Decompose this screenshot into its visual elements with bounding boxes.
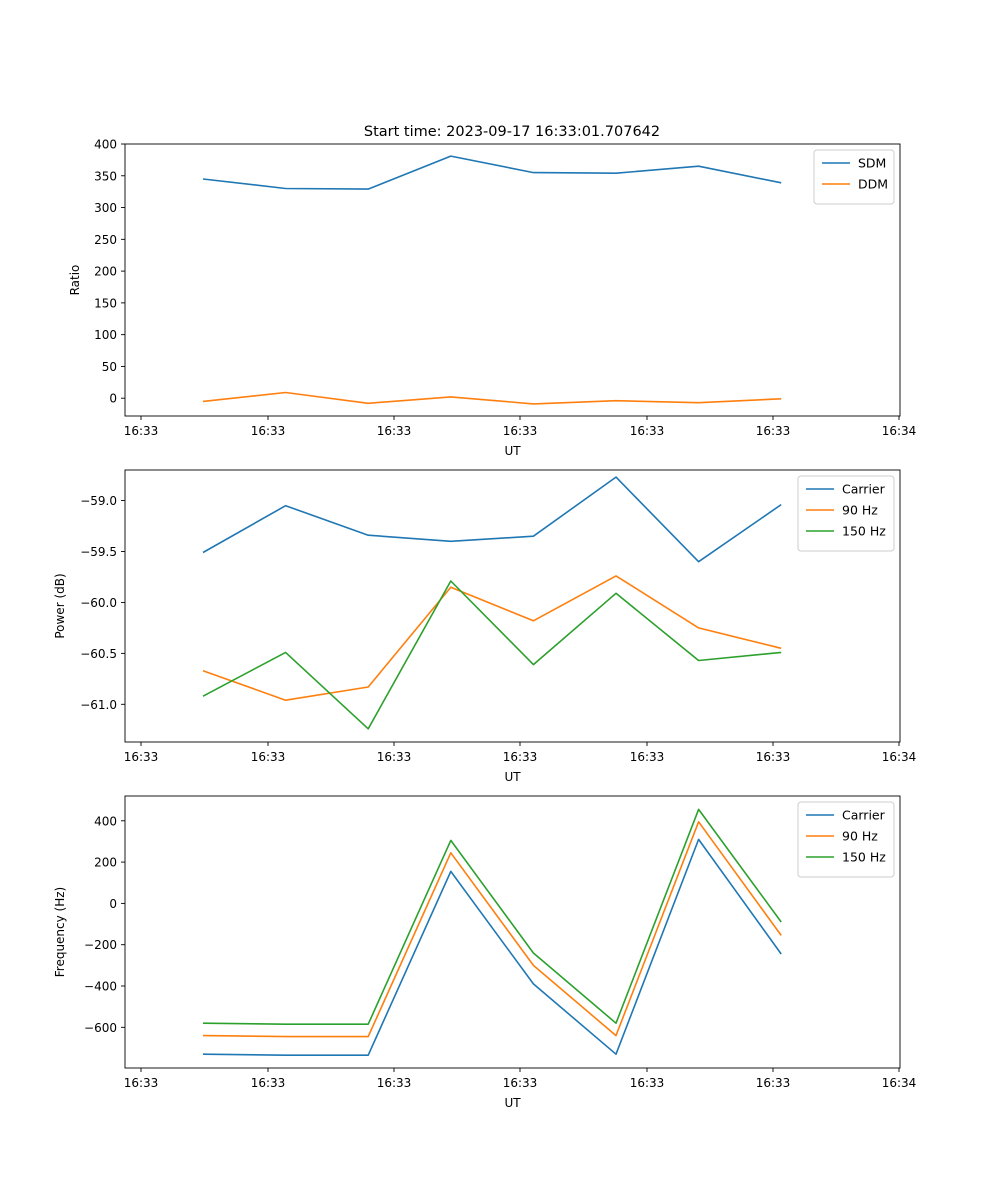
x-tick-label: 16:33	[124, 1076, 159, 1090]
x-tick-label: 16:33	[503, 1076, 538, 1090]
y-tick-label: −400	[84, 980, 117, 994]
y-tick-label: 0	[109, 392, 117, 406]
series-line-150-hz	[202, 580, 782, 730]
x-axis-label: UT	[504, 444, 521, 458]
y-axis-label: Frequency (Hz)	[53, 887, 67, 978]
y-tick-label: 400	[94, 138, 117, 152]
series-line-carrier	[202, 838, 782, 1056]
subplot-2: 16:33 16:33 16:33 16:33 16:33 16:33 16:34 −61.0…	[53, 469, 917, 784]
x-axis-label: UT	[504, 1096, 521, 1110]
y-tick-label: 400	[94, 814, 117, 828]
axes-frame	[124, 795, 901, 1069]
series-line-150-hz	[202, 808, 782, 1025]
legend: SDM DDM	[813, 149, 895, 205]
x-tick-label: 16:34	[882, 424, 917, 438]
legend-box	[797, 475, 895, 552]
legend-box	[797, 801, 895, 878]
y-tick-label: −59.5	[80, 545, 117, 559]
y-tick-label: 200	[94, 265, 117, 279]
figure-title: Start time: 2023-09-17 16:33:01.707642	[364, 124, 660, 140]
y-axis-label: Ratio	[68, 265, 82, 296]
x-tick-label: 16:33	[377, 1076, 412, 1090]
y-tick-label: 50	[102, 360, 117, 374]
y-tick-label: 300	[94, 201, 117, 215]
y-tick-label: 350	[94, 169, 117, 183]
legend-label: SDM	[858, 156, 886, 171]
x-tick-label: 16:33	[124, 750, 159, 764]
subplot-3: 16:33 16:33 16:33 16:33 16:33 16:33 16:34 −600 −…	[53, 795, 917, 1110]
x-tick-label: 16:33	[124, 424, 159, 438]
legend: Carrier 90 Hz 150 Hz	[797, 801, 895, 878]
x-axis-label: UT	[504, 770, 521, 784]
x-tick-label: 16:33	[756, 424, 791, 438]
y-tick-label: 100	[94, 328, 117, 342]
x-tick-label: 16:33	[251, 750, 286, 764]
series-line-90-hz	[202, 575, 782, 701]
series-line-90-hz	[202, 821, 782, 1038]
series-line-ddm	[202, 391, 782, 405]
x-tick-label: 16:33	[756, 750, 791, 764]
x-tick-label: 16:33	[251, 424, 286, 438]
y-tick-label: 150	[94, 296, 117, 310]
x-tick-label: 16:33	[630, 750, 665, 764]
axes-frame	[124, 469, 901, 743]
legend-label: Carrier	[842, 482, 886, 497]
y-tick-label: 200	[94, 856, 117, 870]
x-tick-label: 16:33	[251, 1076, 286, 1090]
x-tick-label: 16:33	[630, 1076, 665, 1090]
x-tick-label: 16:34	[882, 1076, 917, 1090]
x-tick-label: 16:33	[377, 750, 412, 764]
y-tick-label: −61.0	[80, 698, 117, 712]
legend: Carrier 90 Hz 150 Hz	[797, 475, 895, 552]
legend-label: Carrier	[842, 808, 886, 823]
y-tick-label: −60.0	[80, 596, 117, 610]
series-line-carrier	[202, 476, 782, 563]
legend-label: 150 Hz	[842, 850, 886, 865]
y-tick-label: 250	[94, 233, 117, 247]
y-tick-label: 0	[109, 897, 117, 911]
axes-frame	[124, 143, 901, 417]
series-line-sdm	[202, 155, 782, 190]
x-tick-label: 16:34	[882, 750, 917, 764]
y-tick-label: −200	[84, 938, 117, 952]
legend-label: 90 Hz	[842, 829, 878, 844]
legend-label: DDM	[858, 177, 888, 192]
y-axis-label: Power (dB)	[53, 573, 67, 638]
x-tick-label: 16:33	[503, 750, 538, 764]
subplot-1: 16:33 16:33 16:33 16:33 16:33 16:33 16:34 0 50 10…	[68, 138, 916, 459]
x-tick-label: 16:33	[503, 424, 538, 438]
x-tick-label: 16:33	[377, 424, 412, 438]
y-tick-label: −59.0	[80, 494, 117, 508]
legend-label: 90 Hz	[842, 503, 878, 518]
x-tick-label: 16:33	[630, 424, 665, 438]
x-tick-label: 16:33	[756, 1076, 791, 1090]
y-tick-label: −600	[84, 1021, 117, 1035]
y-tick-label: −60.5	[80, 647, 117, 661]
legend-label: 150 Hz	[842, 524, 886, 539]
